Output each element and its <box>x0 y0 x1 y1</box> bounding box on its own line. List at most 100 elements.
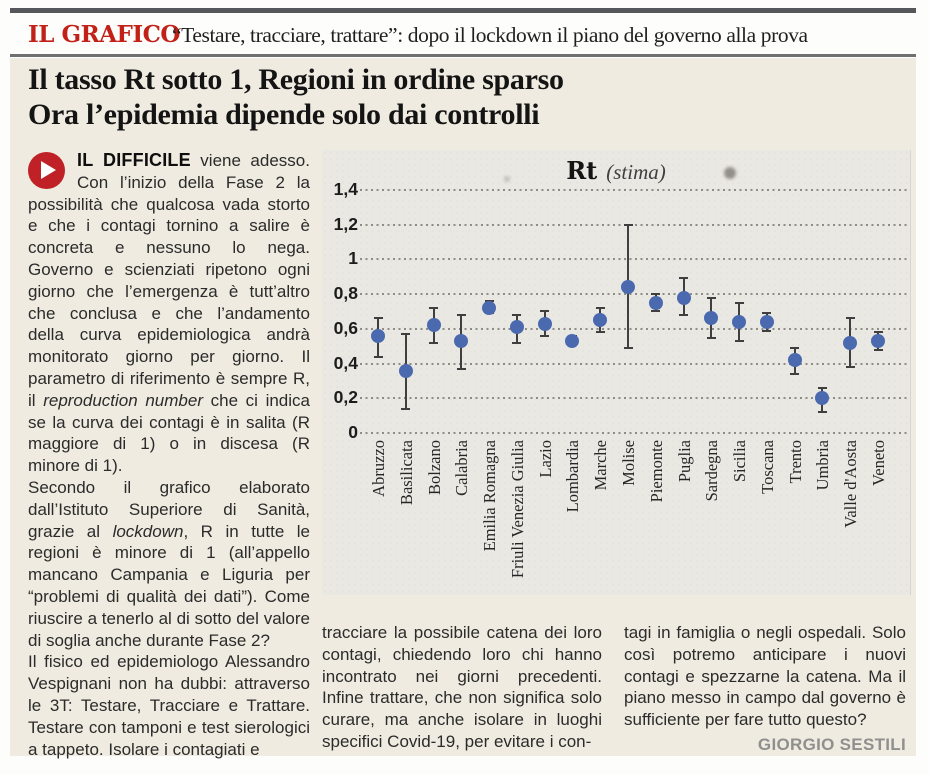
error-bar-cap <box>873 331 883 334</box>
x-axis-label-text: Emilia Romagna <box>480 440 500 552</box>
error-bar-cap <box>734 301 744 304</box>
data-point <box>482 301 497 315</box>
ink-speck <box>504 176 510 182</box>
y-axis-label: 0 <box>348 422 358 442</box>
data-point <box>371 328 385 343</box>
x-axis-label-text: Calabria <box>452 440 472 496</box>
y-axis-label: 1,4 <box>333 178 358 199</box>
data-point <box>843 335 858 350</box>
data-point <box>676 290 691 305</box>
kicker-quote: “Testare, tracciare, trattare”: dopo il … <box>172 23 808 47</box>
error-bar-cap <box>429 341 439 344</box>
headline-line-2: Ora l’epidemia dipende solo dai controll… <box>28 98 540 131</box>
error-bar-cap <box>623 346 633 349</box>
y-axis-label: 0,4 <box>333 352 358 373</box>
error-bar-cap <box>706 296 716 299</box>
error-bar-cap <box>456 367 466 370</box>
data-point <box>759 314 774 329</box>
error-bar-cap <box>595 331 605 334</box>
paragraph-segment: tracciare la possibile catena dei loro c… <box>322 623 602 751</box>
article-paragraph: IL DIFFICILE viene adesso. Con l’inizio … <box>28 150 310 477</box>
grid-line <box>360 188 907 191</box>
article-paragraph: tracciare la possibile catena dei loro c… <box>322 622 602 753</box>
y-axis-label: 1 <box>348 248 358 269</box>
error-bar-cap <box>790 346 800 349</box>
error-bar-cap <box>762 312 772 315</box>
paragraph-segment: tagi in famiglia o negli ospedali. Solo … <box>624 623 906 730</box>
grid-line <box>360 293 907 296</box>
error-bar-cap <box>512 313 522 316</box>
x-axis-label-text: Marche <box>591 440 611 491</box>
error-bar-cap <box>651 293 661 296</box>
play-bullet-icon <box>28 152 68 190</box>
paragraph-segment: , R in tutte le regioni è minore di 1 (a… <box>28 521 311 650</box>
error-bar-cap <box>401 333 411 336</box>
error-bar-cap <box>401 407 411 410</box>
x-axis-label-text: Veneto <box>869 440 889 486</box>
x-axis-label-text: Umbria <box>813 440 833 491</box>
error-bar-cap <box>512 341 522 344</box>
x-axis-label-text: Friuli Venezia Giulia <box>507 440 527 579</box>
error-bar-cap <box>456 313 466 316</box>
top-rule <box>10 8 916 13</box>
x-axis-label-text: Lombardia <box>563 440 583 513</box>
x-axis-label-text: Lazio <box>535 440 555 478</box>
paragraph-segment: Il fisico ed epidemiologo Alessandro Ves… <box>28 652 310 759</box>
data-point <box>732 314 747 329</box>
data-point <box>787 353 802 368</box>
article-headline: Il tasso Rt sotto 1, Regioni in ordine s… <box>28 62 908 132</box>
error-bar-cap <box>845 366 855 369</box>
error-bar-cap <box>762 329 772 332</box>
chart-subtitle: (stima) <box>606 160 666 184</box>
y-axis-label: 0,6 <box>333 317 358 338</box>
kicker-divider-rule <box>10 54 916 57</box>
data-point <box>426 318 441 333</box>
grid-line <box>360 223 907 226</box>
x-axis-label-text: Basilicata <box>396 440 416 506</box>
error-bar-cap <box>706 336 716 339</box>
error-bar-cap <box>873 348 883 351</box>
article-paragraph: Il fisico ed epidemiologo Alessandro Ves… <box>28 651 310 760</box>
ink-smudge <box>724 167 736 179</box>
error-bar-cap <box>540 310 550 313</box>
grid-line <box>360 432 907 434</box>
paragraph-segment: viene adesso. Con l’inizio della Fase 2 … <box>28 151 310 410</box>
x-axis-label-text: Piemonte <box>646 440 666 503</box>
data-point <box>815 391 830 406</box>
error-bar-cap <box>623 223 633 226</box>
play-triangle-icon <box>41 161 56 179</box>
y-axis-label: 1,2 <box>333 213 358 234</box>
data-point <box>648 295 663 310</box>
x-axis-label-text: Bolzano <box>424 440 444 495</box>
x-axis-label-text: Sardegna <box>702 440 722 502</box>
x-axis-label-text: Puglia <box>674 440 694 483</box>
article-paragraph: Secondo il grafico elaborato dall’Istitu… <box>28 477 310 651</box>
data-point <box>537 316 552 331</box>
middle-column-text: tracciare la possibile catena dei loro c… <box>322 622 602 753</box>
error-bar-cap <box>817 386 827 389</box>
y-axis-label: 0,8 <box>333 283 358 304</box>
x-axis-label-text: Molise <box>619 440 639 486</box>
y-axis-label: 0,2 <box>333 387 358 408</box>
paragraph-segment: lockdown <box>112 521 184 541</box>
error-bar-cap <box>651 310 661 313</box>
data-point <box>509 320 524 335</box>
article-right-column: tagi in famiglia o negli ospedali. Solo … <box>624 622 906 756</box>
x-axis-label-text: Valle d'Aosta <box>841 440 861 528</box>
headline-line-1: Il tasso Rt sotto 1, Regioni in ordine s… <box>28 63 564 96</box>
paragraph-segment: che ci indica se la curva dei contagi è … <box>28 390 310 476</box>
grid-line <box>360 258 907 261</box>
error-bar-cap <box>679 313 689 316</box>
article-middle-column: tracciare la possibile catena dei loro c… <box>322 622 602 753</box>
error-bar-cap <box>429 307 439 309</box>
data-point <box>621 280 636 295</box>
grid-line <box>360 362 907 365</box>
grid-line <box>360 397 907 400</box>
error-bar-cap <box>790 372 800 375</box>
error-bar-cap <box>845 317 855 320</box>
error-bar-cap <box>595 307 605 309</box>
data-point <box>704 311 719 326</box>
data-point <box>565 333 580 348</box>
rt-chart-panel: Rt (stima) 1,4 1,2 1 0,8 0,6 0,4 0,2 0 Abruzzo Ba… <box>322 150 911 595</box>
